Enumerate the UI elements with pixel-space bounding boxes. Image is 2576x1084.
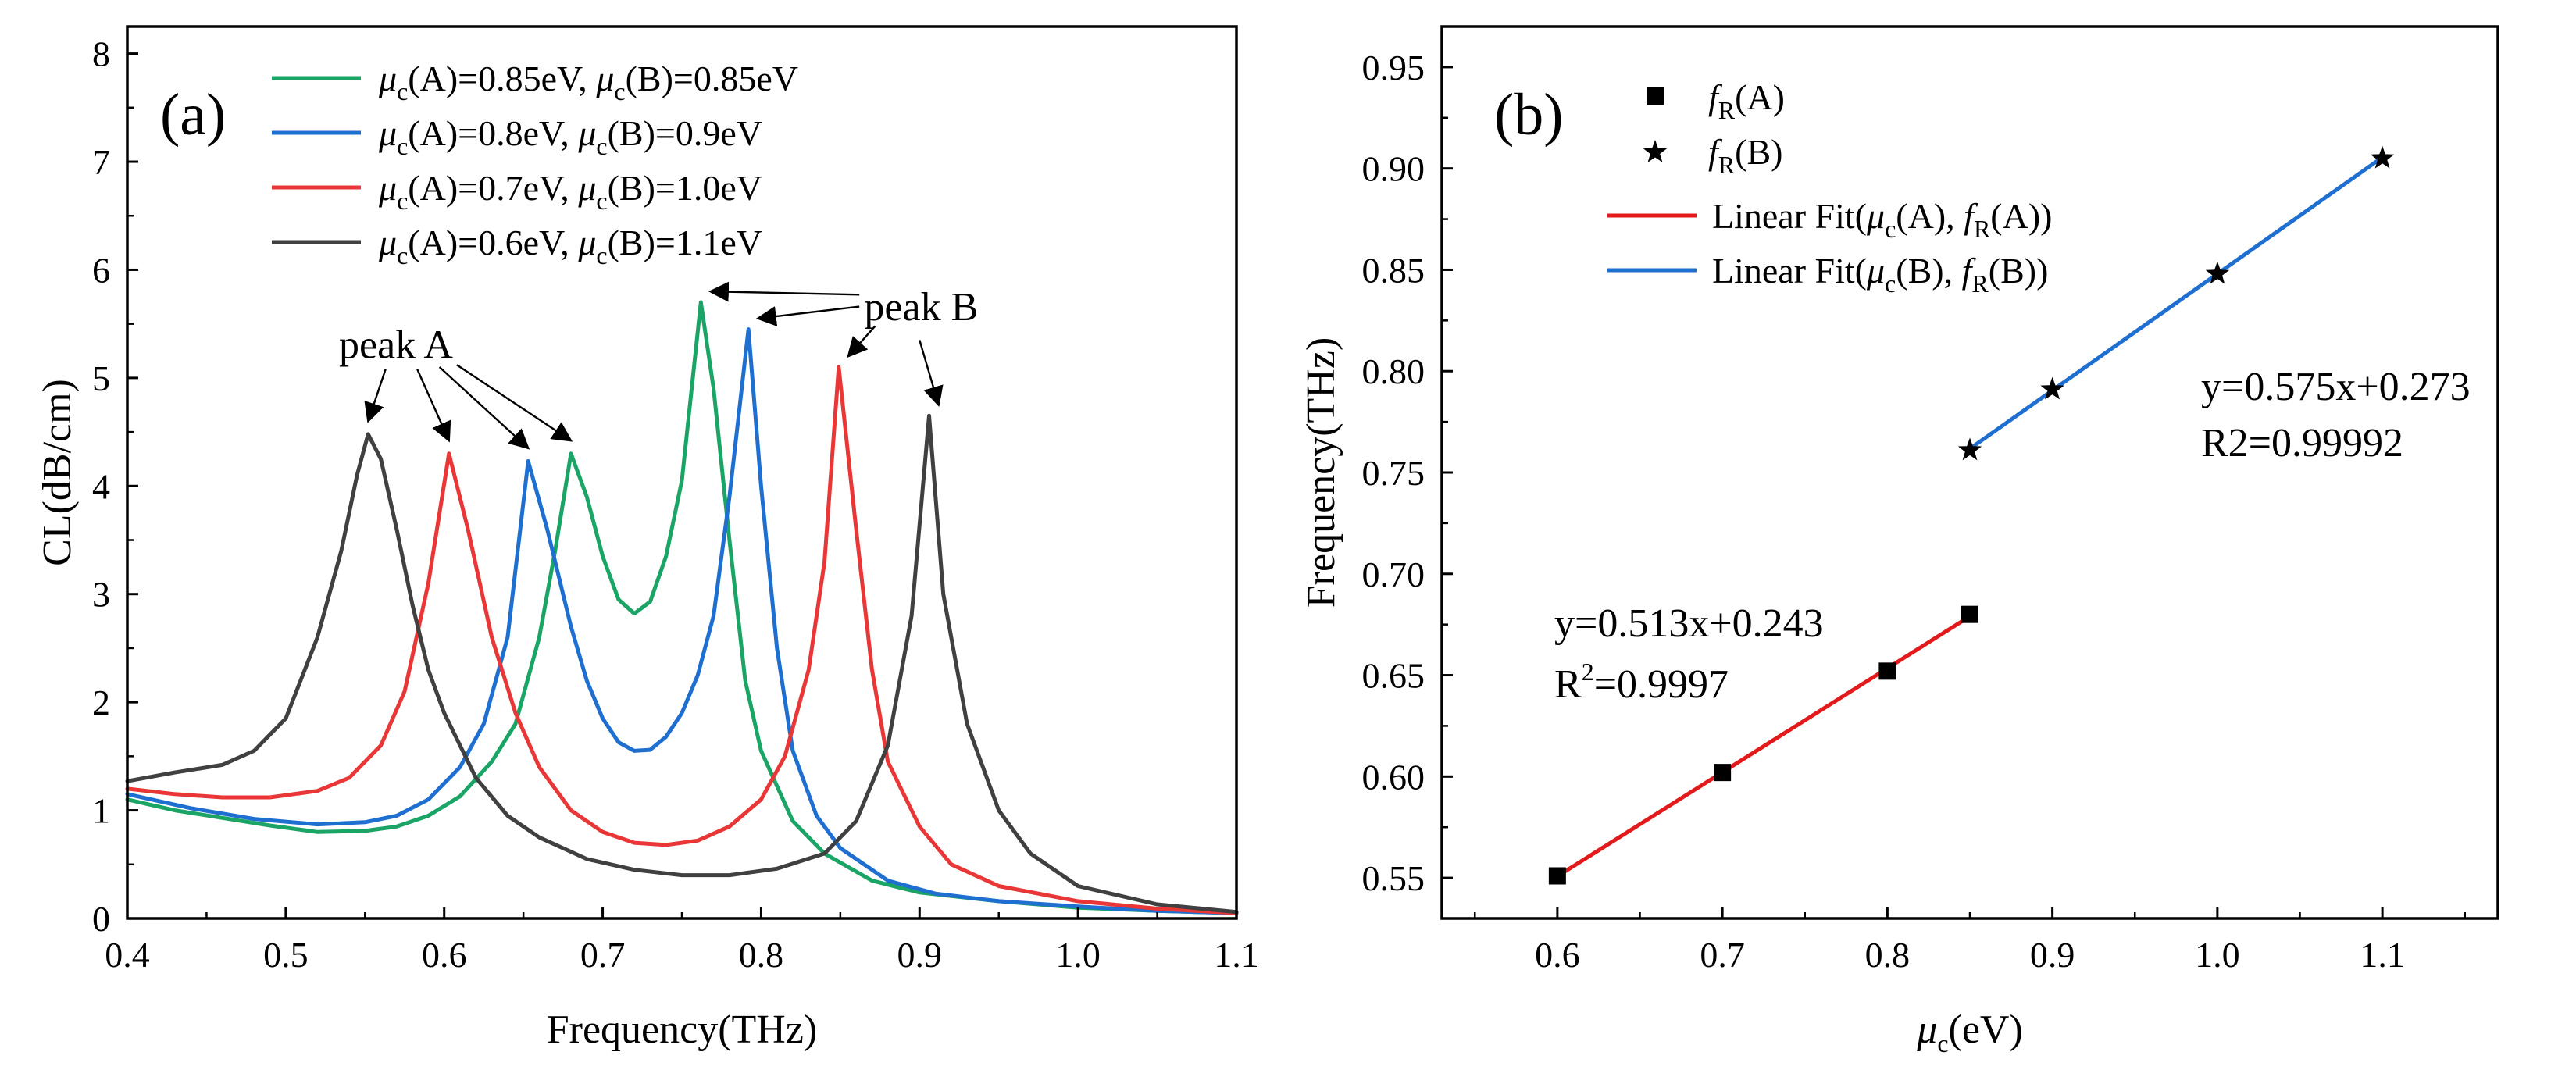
legend-marker-star	[1643, 140, 1668, 162]
panel-b-label: (b)	[1494, 82, 1564, 148]
panel-b-x-axis-label: μc(eV)	[1916, 1007, 2023, 1057]
panel-a-y-tick-label: 2	[92, 683, 110, 722]
data-point-fr-a	[1961, 605, 1978, 623]
panel-b-y-tick-label: 0.90	[1362, 149, 1425, 189]
peak-a-arrow	[438, 366, 530, 450]
panel-a-label: (a)	[160, 82, 226, 148]
peak-a-arrow	[364, 369, 387, 423]
panel-a-y-tick-label: 0	[92, 899, 110, 939]
legend-label-a-1: μc(A)=0.85eV, μc(B)=0.85eV	[378, 59, 798, 105]
panel-a-y-tick-label: 5	[92, 358, 110, 398]
panel-a-x-tick-label: 1.0	[1055, 935, 1101, 975]
panel-b-y-tick-label: 0.65	[1362, 656, 1425, 696]
data-point-fr-b	[2370, 145, 2395, 169]
fit-line-b	[1968, 155, 2384, 451]
legend-label-a-2: μc(A)=0.8eV, μc(B)=0.9eV	[378, 113, 762, 160]
panel-a-x-tick-label: 0.5	[263, 935, 309, 975]
panel-a-series-line-1	[125, 300, 1239, 915]
panel-b-plot-frame	[1440, 25, 2499, 920]
panel-a-series-line-4	[125, 413, 1239, 915]
panel-a-y-tick-label: 1	[92, 791, 110, 831]
legend-marker-square	[1647, 87, 1664, 105]
panel-b-x-tick-label: 1.1	[2360, 935, 2405, 975]
fit-line-a	[1556, 615, 1971, 879]
peak-b-arrow	[708, 281, 860, 302]
panel-a-y-tick-label: 7	[92, 142, 110, 182]
panel-b-y-tick-label: 0.75	[1362, 453, 1425, 493]
panel-a-y-tick-label: 3	[92, 575, 110, 615]
panel-b-y-tick-label: 0.95	[1362, 48, 1425, 87]
panel-a-y-tick-label: 8	[92, 34, 110, 74]
panel-b-y-tick-label: 0.85	[1362, 250, 1425, 290]
panel-a-legend: μc(A)=0.85eV, μc(B)=0.85eV μc(A)=0.8eV, μ…	[272, 59, 798, 269]
peak-b-arrow	[755, 305, 860, 326]
panel-a-series-group	[125, 300, 1239, 915]
panel-b-y-tick-label: 0.70	[1362, 554, 1425, 594]
fit-a-r-squared: R2=0.9997	[1554, 658, 1729, 707]
panel-b-legend: fR(A) fR(B) Linear Fit(μc(A), fR(A)) Linear…	[1607, 77, 2052, 298]
panel-a-x-tick-label: 0.9	[897, 935, 943, 975]
panel-a-x-tick-label: 0.6	[422, 935, 467, 975]
panel-b-x-tick-label: 0.6	[1535, 935, 1580, 975]
data-point-fr-a	[1714, 764, 1732, 782]
panel-a-x-tick-label: 0.7	[580, 935, 626, 975]
peak-a-label: peak A	[339, 323, 453, 367]
legend-label-fit-a: Linear Fit(μc(A), fR(A))	[1712, 196, 2052, 243]
panel-a-series-line-3	[125, 365, 1239, 915]
legend-label-a-3: μc(A)=0.7eV, μc(B)=1.0eV	[378, 168, 762, 215]
legend-label-fr-a: fR(A)	[1708, 77, 1785, 124]
peak-b-arrow	[919, 340, 944, 407]
panel-b-y-tick-label: 0.80	[1362, 351, 1425, 391]
panel-a-x-tick-label: 0.8	[739, 935, 784, 975]
panel-b-chart: 0.6 0.7 0.8 0.9 1.0 1.1 0.55 0.60 0.65 0.70 0.75 0.…	[1299, 25, 2499, 1057]
panel-b-x-tick-label: 0.8	[1865, 935, 1911, 975]
panel-a-y-axis-label: CL(dB/cm)	[35, 379, 80, 566]
peak-a-arrow	[416, 369, 451, 443]
legend-label-a-4: μc(A)=0.6eV, μc(B)=1.1eV	[378, 223, 762, 269]
panel-a-y-tick-label: 6	[92, 250, 110, 290]
data-point-fr-b	[1957, 437, 1982, 461]
panel-b-x-tick-label: 0.7	[1700, 935, 1745, 975]
fit-b-r-squared: R2=0.99992	[2201, 421, 2403, 465]
data-point-fr-a	[1878, 662, 1896, 680]
panel-b-y-tick-label: 0.55	[1362, 858, 1425, 898]
peak-b-label: peak B	[864, 285, 978, 330]
fit-a-equation: y=0.513x+0.243	[1554, 601, 1824, 646]
fit-b-equation: y=0.575x+0.273	[2201, 365, 2471, 409]
peak-b-arrow	[847, 325, 876, 358]
panel-b-x-tick-label: 0.9	[2030, 935, 2075, 975]
panel-a-x-axis-label: Frequency(THz)	[547, 1007, 818, 1052]
panel-a-chart: 0.4 0.5 0.6 0.7 0.8 0.9 1.0 1.1 0 1 2 3 4 5 6 7 8 (a) Fr…	[35, 25, 1259, 1052]
peak-a-arrow	[456, 364, 573, 442]
panel-b-y-axis-label: Frequency(THz)	[1299, 337, 1343, 608]
panel-a-x-tick-label: 1.1	[1214, 935, 1259, 975]
panel-a-series-line-2	[125, 327, 1239, 915]
panel-a-x-tick-label: 0.4	[105, 935, 150, 975]
legend-label-fr-b: fR(B)	[1708, 132, 1782, 179]
data-point-fr-a	[1548, 867, 1566, 885]
legend-label-fit-b: Linear Fit(μc(B), fR(B))	[1712, 251, 2048, 298]
data-point-fr-b	[2040, 376, 2064, 400]
data-point-fr-b	[2205, 261, 2230, 284]
panel-b-y-tick-label: 0.60	[1362, 757, 1425, 797]
panel-a-y-tick-label: 4	[92, 466, 110, 506]
panel-b-x-tick-label: 1.0	[2195, 935, 2240, 975]
panel-a-annotations: peak A peak B	[339, 281, 978, 450]
